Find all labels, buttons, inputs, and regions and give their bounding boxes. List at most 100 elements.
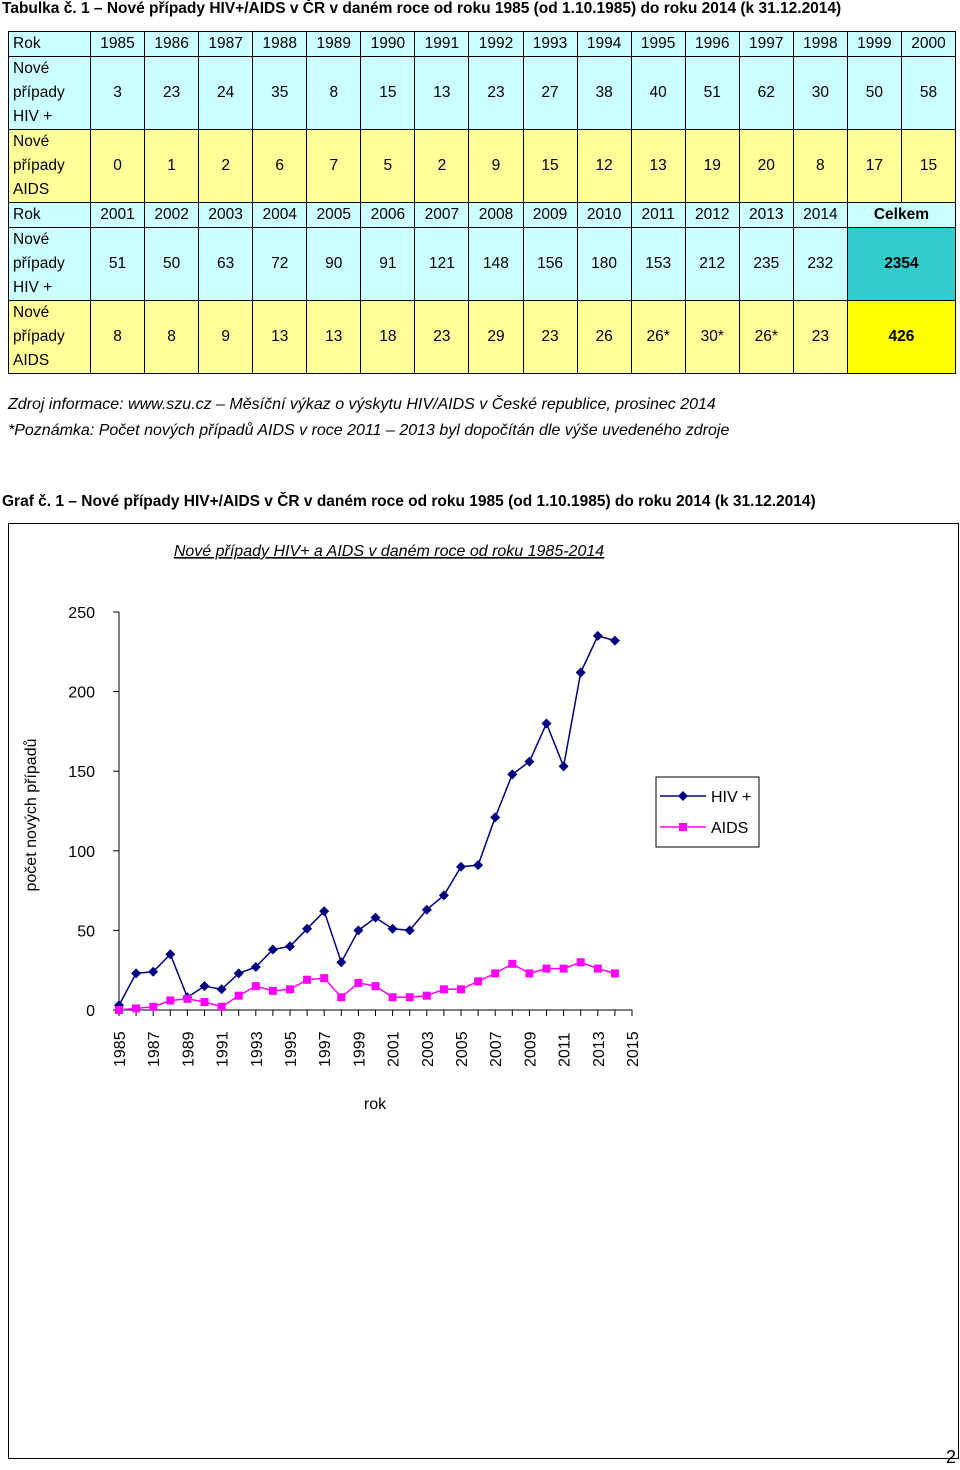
aids-point xyxy=(422,991,431,1000)
hiv-label-line2: případy xyxy=(13,84,65,101)
aids-point xyxy=(200,998,209,1007)
year-label-cell: Rok xyxy=(8,202,91,228)
hiv-value-cell: 13 xyxy=(414,56,470,130)
x-tick-label: 2011 xyxy=(557,1032,574,1067)
hiv-value-cell: 3 xyxy=(89,56,146,130)
x-tick-label: 2003 xyxy=(420,1031,437,1067)
hiv-value-cell: 23 xyxy=(144,56,200,130)
hiv-value-cell: 8 xyxy=(306,56,362,130)
hiv-point xyxy=(438,890,449,901)
x-tick-label: 1995 xyxy=(283,1031,300,1067)
chart-frame: Nové případy HIV+ a AIDS v daném roce od… xyxy=(8,523,959,1459)
x-tick-label: 1989 xyxy=(180,1031,197,1067)
hiv-value-cell: 50 xyxy=(144,227,200,301)
hiv-aids-line-chart: Nové případy HIV+ a AIDS v daném roce od… xyxy=(22,543,760,1113)
aids-point xyxy=(166,996,175,1005)
hiv-row: Nové případy HIV +3 23 24 35 8 15 13 23 27 38 40 51 62… xyxy=(8,56,957,130)
year-cell: 1991 xyxy=(414,31,470,57)
aids-value-cell: 13 xyxy=(630,129,686,203)
hiv-value-cell: 72 xyxy=(252,227,308,301)
hiv-label-line3: HIV + xyxy=(13,108,53,125)
aids-point xyxy=(542,964,551,973)
aids-point xyxy=(576,958,585,967)
x-tick-label: 2001 xyxy=(386,1031,403,1067)
aids-label-line3: AIDS xyxy=(13,352,50,369)
x-tick-label: 2005 xyxy=(454,1031,471,1067)
aids-point xyxy=(457,985,465,994)
total-header-cell: Celkem xyxy=(846,202,957,228)
hiv-value-cell: 90 xyxy=(306,227,362,301)
chart-legend: HIV + AIDS xyxy=(660,789,751,837)
hiv-value-cell: 30 xyxy=(792,56,848,130)
aids-value-cell: 9 xyxy=(198,300,254,374)
hiv-value-cell: 50 xyxy=(846,56,902,130)
y-axis-title: počet nových případů xyxy=(22,739,40,892)
aids-value-cell: 19 xyxy=(684,129,740,203)
year-cell: 1987 xyxy=(198,31,254,57)
hiv-value-cell: 62 xyxy=(738,56,794,130)
aids-point xyxy=(439,985,448,994)
hiv-point xyxy=(541,718,552,729)
hiv-label-line1: Nové xyxy=(13,60,50,77)
hiv-row-label: Nové případy HIV + xyxy=(8,227,91,301)
year-cell: 2005 xyxy=(306,202,362,228)
hiv-total-cell: 2354 xyxy=(846,227,957,301)
x-tick-label: 2015 xyxy=(625,1031,642,1067)
aids-point xyxy=(610,969,619,978)
aids-value-cell: 15 xyxy=(522,129,578,203)
hiv-point xyxy=(250,962,261,973)
hiv-point xyxy=(285,941,295,952)
aids-value-cell: 2 xyxy=(198,129,254,203)
aids-value-cell: 23 xyxy=(792,300,848,374)
aids-point xyxy=(474,977,483,986)
hiv-point xyxy=(404,925,415,936)
hiv-point xyxy=(131,968,142,979)
aids-value-cell: 5 xyxy=(360,129,416,203)
year-cell: 2008 xyxy=(468,202,524,228)
year-cell: 1992 xyxy=(468,31,524,57)
aids-value-cell: 15 xyxy=(900,129,957,203)
aids-point xyxy=(525,969,534,978)
hiv-value-cell: 27 xyxy=(522,56,578,130)
hiv-point xyxy=(370,912,381,923)
hiv-row: Nové případy HIV + 51 50 63 72 90 91 121 148 156 180… xyxy=(8,227,957,301)
hiv-value-cell: 180 xyxy=(576,227,632,301)
aids-point xyxy=(234,991,243,1000)
hiv-point xyxy=(302,923,313,934)
aids-value-cell: 20 xyxy=(738,129,794,203)
aids-point xyxy=(388,993,397,1002)
hiv-point xyxy=(148,966,159,977)
hiv-point xyxy=(558,761,569,772)
legend-marker xyxy=(679,823,687,831)
hiv-value-cell: 235 xyxy=(738,227,794,301)
year-cell: 2007 xyxy=(414,202,470,228)
hiv-value-cell: 212 xyxy=(684,227,740,301)
hiv-point xyxy=(216,984,227,995)
hiv-label-line2: případy xyxy=(13,255,65,272)
year-cell: 1985 xyxy=(89,31,146,57)
hiv-value-cell: 51 xyxy=(89,227,146,301)
hiv-value-cell: 156 xyxy=(522,227,578,301)
year-cell: 2011 xyxy=(630,202,686,228)
aids-value-cell: 8 xyxy=(89,300,146,374)
aids-point xyxy=(320,974,329,983)
aids-label-line2: případy xyxy=(13,328,65,345)
year-header-row: Rok 1985 1986 1987 1988 1989 1990 1991 1992 1993 1… xyxy=(8,31,957,57)
hiv-point xyxy=(524,756,535,767)
hiv-value-cell: 58 xyxy=(900,56,957,130)
aids-point xyxy=(183,994,192,1003)
year-cell: 2001 xyxy=(89,202,146,228)
y-tick-label: 250 xyxy=(68,605,95,622)
series-line-hiv xyxy=(118,634,616,1006)
x-tick-label: 1997 xyxy=(317,1031,334,1067)
year-cell: 2003 xyxy=(198,202,254,228)
x-axis-title: rok xyxy=(364,1096,387,1113)
aids-value-cell: 23 xyxy=(522,300,578,374)
hiv-label-line1: Nové xyxy=(13,231,50,248)
year-cell: 2010 xyxy=(576,202,632,228)
aids-point xyxy=(115,1006,123,1014)
hiv-point xyxy=(473,860,484,871)
hiv-value-cell: 40 xyxy=(630,56,686,130)
hiv-value-cell: 63 xyxy=(198,227,254,301)
table-caption: Tabulka č. 1 – Nové případy HIV+/AIDS v … xyxy=(2,0,842,17)
